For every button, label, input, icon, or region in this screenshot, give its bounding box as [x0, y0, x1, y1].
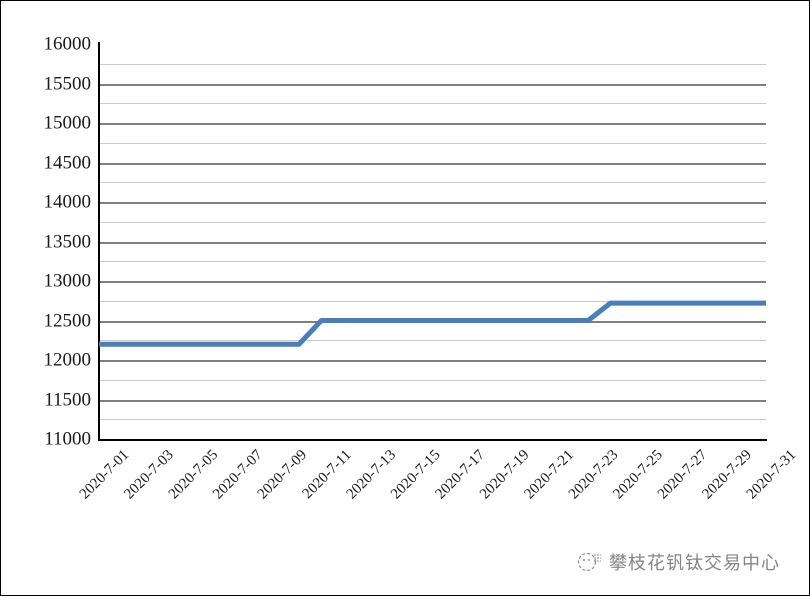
gridline-minor — [99, 419, 766, 421]
y-tick-label: 12500 — [43, 310, 92, 331]
gridline-minor — [99, 300, 766, 302]
y-tick-label: 15000 — [43, 112, 92, 134]
y-tick-label: 13500 — [43, 231, 92, 252]
watermark: 攀枝花钒钛交易中心 — [576, 549, 780, 575]
gridline-minor — [99, 63, 766, 65]
gridline-major — [99, 202, 766, 204]
gridline-minor — [99, 261, 766, 263]
gridline-major — [99, 123, 766, 125]
x-axis-line — [98, 439, 767, 441]
gridline-minor — [99, 221, 766, 223]
gridline-major — [99, 360, 766, 362]
y-axis-line — [98, 42, 100, 441]
gridline-minor — [99, 142, 766, 144]
gridline-minor — [99, 379, 766, 381]
y-tick-label: 13000 — [43, 270, 92, 292]
gridline-minor — [99, 340, 766, 342]
y-tick-label: 11500 — [44, 389, 91, 410]
y-tick-label: 11000 — [44, 428, 91, 450]
y-tick-label: 14000 — [43, 191, 92, 213]
data-series — [99, 300, 766, 347]
gridline-major — [99, 162, 766, 165]
y-tick-label: 14500 — [43, 152, 92, 173]
y-tick-label: 15500 — [43, 73, 92, 94]
gridline-major — [99, 399, 766, 402]
y-tick-label: 12000 — [43, 349, 92, 371]
gridline-major — [99, 83, 766, 86]
plot-area — [99, 44, 766, 439]
gridline-major — [99, 241, 766, 244]
gridline-minor — [99, 182, 766, 184]
y-axis-labels: 16000 15500 15000 14500 14000 13500 13000 12500… — [1, 1, 92, 595]
gridline-major — [99, 281, 766, 283]
gridline-minor — [99, 103, 766, 105]
watermark-text: 攀枝花钒钛交易中心 — [609, 553, 780, 574]
wechat-circle-icon — [576, 549, 602, 575]
y-tick-label: 16000 — [43, 33, 92, 55]
